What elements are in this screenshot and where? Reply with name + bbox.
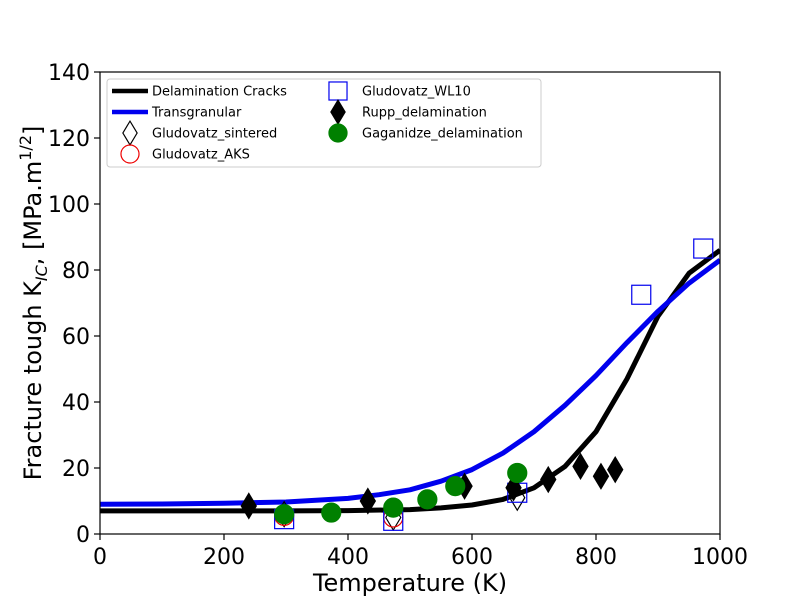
x-axis-ticks: 0 200 400 600 800 1000 [93, 534, 748, 570]
legend: Delamination Cracks Transgranular Gludovat… [106, 78, 542, 168]
y-tick-label: 20 [62, 457, 90, 482]
legend-label: Gludovatz_WL10 [362, 85, 471, 100]
x-tick-label: 1000 [692, 545, 748, 570]
point-gaganidze-delamination [445, 476, 466, 497]
y-tick-label: 0 [76, 523, 90, 548]
point-rupp-delamination [592, 462, 610, 490]
point-gaganidze-delamination [417, 489, 438, 510]
series-gludovatz-wl10 [274, 238, 714, 531]
legend-entry-delamination-cracks: Delamination Cracks [112, 85, 287, 100]
y-tick-label: 40 [62, 391, 90, 416]
y-tick-label: 100 [48, 193, 90, 218]
legend-label: Gludovatz_sintered [152, 127, 277, 142]
legend-label: Transgranular [151, 106, 242, 121]
plot-frame [99, 71, 721, 535]
plot-area [100, 238, 720, 532]
point-gludovatz-wl10 [693, 238, 714, 259]
legend-marker-swatch [120, 144, 140, 164]
x-tick-label: 600 [451, 545, 493, 570]
x-tick-label: 400 [327, 545, 369, 570]
point-gaganidze-delamination [507, 462, 528, 484]
legend-marker-swatch [328, 123, 348, 143]
x-axis-label: Temperature (K) [312, 569, 507, 597]
y-axis-ticks: 0 20 40 60 80 100 120 140 [48, 61, 100, 548]
legend-entry-rupp-delamination: Rupp_delamination [330, 98, 487, 126]
point-rupp-delamination [359, 487, 377, 515]
x-tick-label: 200 [203, 545, 245, 570]
point-gludovatz-wl10 [631, 284, 652, 305]
line-delamination-cracks [100, 248, 720, 514]
legend-label: Rupp_delamination [362, 106, 487, 121]
plot-content [100, 238, 720, 532]
legend-label: Gaganidze_delamination [362, 127, 523, 142]
y-tick-label: 140 [48, 61, 90, 86]
y-tick-label: 60 [62, 325, 90, 350]
point-gaganidze-delamination [274, 504, 295, 525]
legend-entry-transgranular: Transgranular [112, 106, 242, 121]
x-tick-label: 800 [575, 545, 617, 570]
point-rupp-delamination [607, 455, 624, 484]
legend-box [106, 78, 542, 168]
point-rupp-delamination [540, 465, 557, 494]
legend-label: Gludovatz_AKS [152, 148, 250, 163]
point-rupp-delamination [240, 492, 257, 520]
point-gaganidze-delamination [383, 497, 404, 518]
line-transgranular [100, 258, 720, 507]
y-tick-label: 80 [62, 259, 90, 284]
y-tick-label: 120 [48, 127, 90, 152]
point-gaganidze-delamination [321, 502, 342, 523]
legend-entry-gaganidze-delamination: Gaganidze_delamination [328, 123, 523, 143]
legend-label: Delamination Cracks [152, 85, 287, 100]
series-gaganidze-delamination [274, 462, 528, 525]
x-tick-label: 0 [93, 545, 107, 570]
point-rupp-delamination [572, 452, 589, 481]
legend-entry-gludovatz-aks: Gludovatz_AKS [120, 144, 250, 164]
y-axis-label: Fracture tough KIC, [MPa.m1/2] [16, 126, 51, 481]
